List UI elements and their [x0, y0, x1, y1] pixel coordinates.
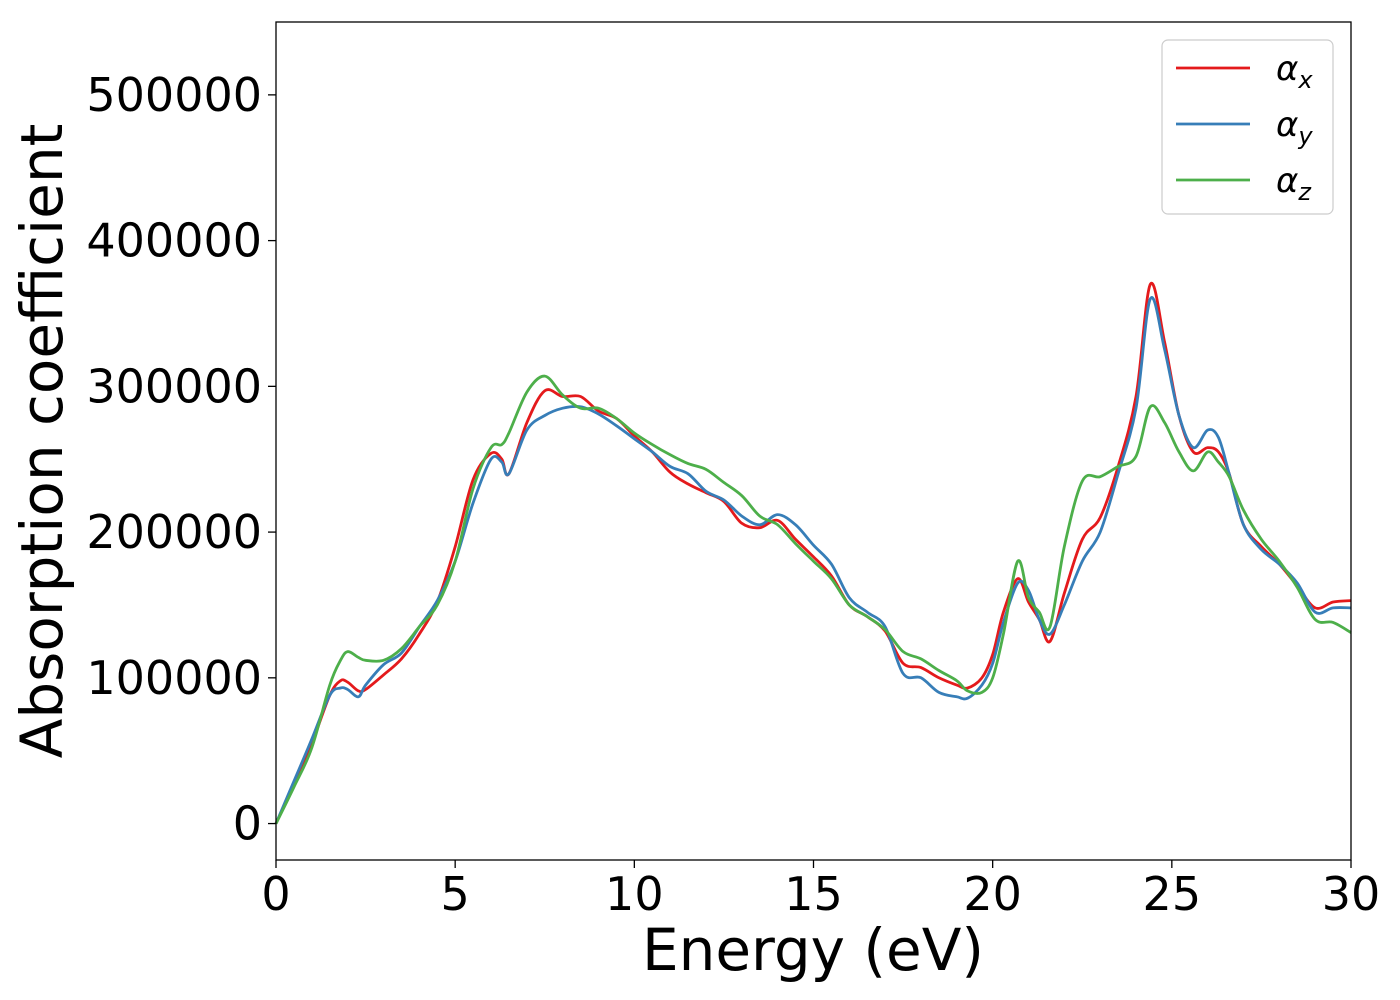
- x-tick-label: 15: [784, 867, 843, 921]
- y-tick-label: 100000: [86, 651, 262, 705]
- x-tick-label: 0: [261, 867, 290, 921]
- y-axis-ticks: 0 100000 200000 300000 400000 500000: [86, 68, 276, 851]
- y-tick-label: 300000: [86, 359, 262, 413]
- legend-label-z: αz: [1276, 161, 1312, 206]
- series-lines: [274, 281, 1352, 825]
- x-axis-label: Energy (eV): [642, 916, 984, 984]
- x-tick-label: 10: [605, 867, 664, 921]
- legend-label-y: αy: [1276, 105, 1313, 150]
- y-tick-label: 500000: [86, 68, 262, 122]
- series-line-z: [274, 374, 1352, 825]
- series-line-y: [274, 296, 1352, 825]
- x-tick-label: 5: [441, 867, 470, 921]
- x-tick-label: 25: [1143, 867, 1202, 921]
- y-tick-label: 400000: [86, 214, 262, 268]
- y-tick-label: 0: [233, 797, 262, 851]
- legend: αx αy αz: [1161, 39, 1334, 215]
- y-tick-label: 200000: [86, 505, 262, 559]
- legend-label-x: αx: [1276, 49, 1313, 94]
- x-axis-ticks: 0 5 10 15 20 25 30: [261, 860, 1380, 921]
- x-tick-label: 20: [963, 867, 1022, 921]
- y-axis-label: Absorption coefficient: [8, 124, 76, 759]
- legend-box: [1161, 39, 1334, 215]
- series-line-x: [274, 281, 1352, 825]
- x-tick-label: 30: [1322, 867, 1381, 921]
